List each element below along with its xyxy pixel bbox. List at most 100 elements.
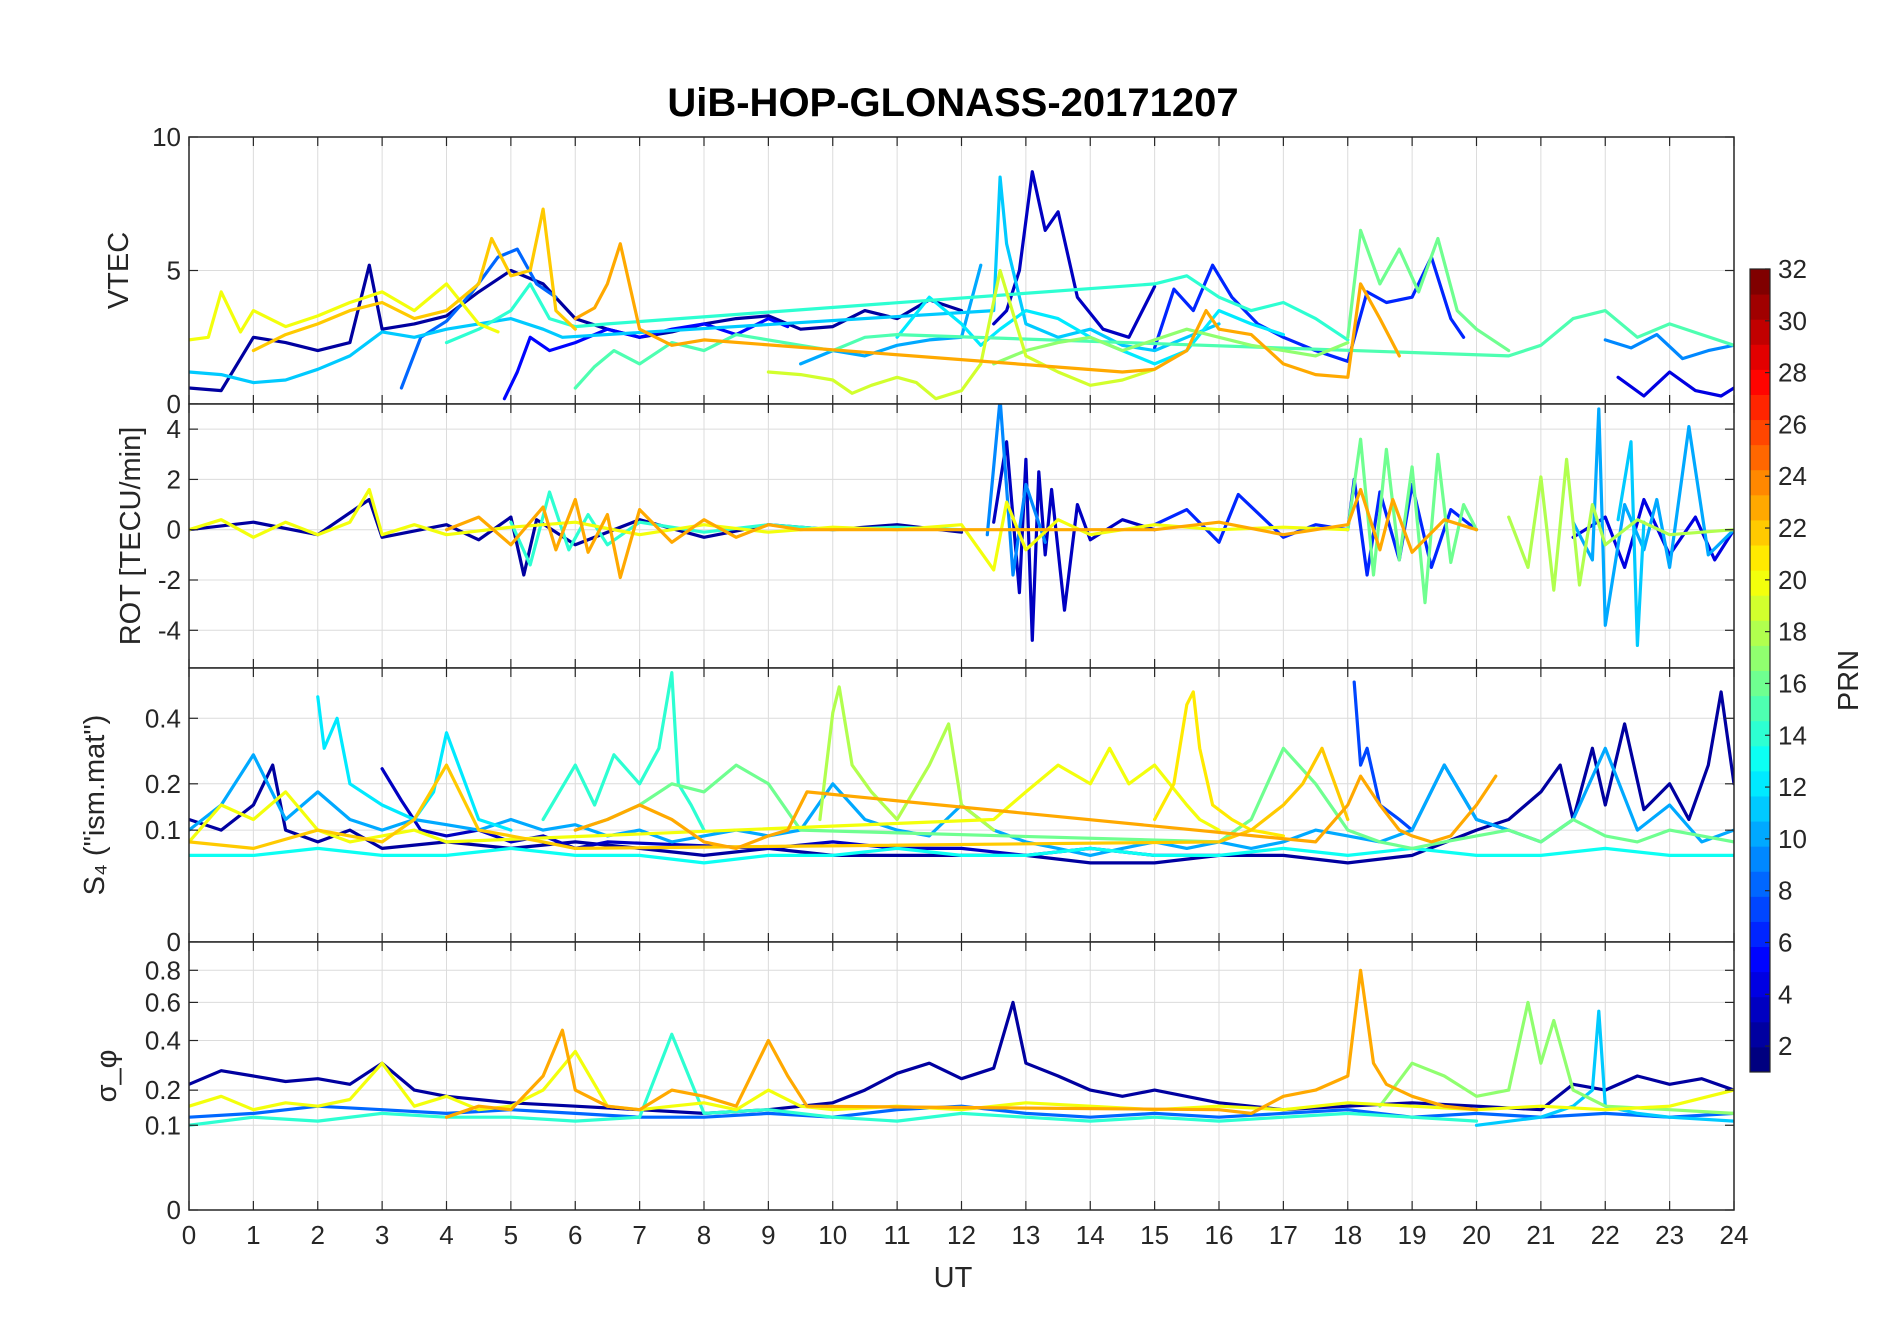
x-tick-label: 21 xyxy=(1526,1220,1555,1250)
colorbar-segment xyxy=(1750,670,1770,697)
series-prn-20 xyxy=(189,282,500,342)
y-tick-label: 0.4 xyxy=(145,1026,181,1056)
series-group xyxy=(189,170,1734,401)
series-prn-20 xyxy=(189,746,1221,844)
colorbar-segment xyxy=(1750,896,1770,922)
x-tick-label: 16 xyxy=(1205,1220,1234,1250)
colorbar-segment xyxy=(1750,344,1770,370)
colorbar-segment xyxy=(1750,720,1770,747)
x-tick-label: 11 xyxy=(884,1220,911,1250)
series-prn-11 xyxy=(1474,1009,1734,1127)
colorbar-segment xyxy=(1750,620,1770,646)
y-tick-label: 0.6 xyxy=(145,987,181,1017)
colorbar-segment xyxy=(1750,595,1770,621)
y-tick-label: 0 xyxy=(167,1195,181,1225)
series-prn-9 xyxy=(985,404,1047,577)
colorbar-segment xyxy=(1750,821,1770,847)
colorbar-segment xyxy=(1750,394,1770,421)
y-tick-label: 0 xyxy=(167,515,181,545)
colorbar-segment xyxy=(1750,570,1770,596)
colorbar-segment xyxy=(1750,795,1770,822)
colorbar-tick-label: 24 xyxy=(1778,461,1807,491)
y-tick-label: 0.1 xyxy=(145,815,181,845)
x-tick-label: 24 xyxy=(1720,1220,1749,1250)
colorbar-tick-label: 12 xyxy=(1778,772,1807,802)
series-prn-3 xyxy=(992,170,1157,339)
series-prn-17 xyxy=(992,327,1350,366)
series-prn-3 xyxy=(992,440,1157,642)
y-tick-label: 0.2 xyxy=(145,1075,181,1105)
series-group xyxy=(189,968,1734,1127)
x-tick-label: 1 xyxy=(246,1220,260,1250)
x-tick-label: 22 xyxy=(1591,1220,1620,1250)
series-prn-4 xyxy=(1616,370,1734,398)
series-prn-15 xyxy=(573,309,1734,390)
y-axis-label: VTEC xyxy=(103,232,135,309)
x-tick-label: 10 xyxy=(818,1220,847,1250)
x-tick-label: 5 xyxy=(504,1220,518,1250)
y-tick-label: 2 xyxy=(167,464,181,494)
colorbar-segment xyxy=(1750,545,1770,571)
series-group xyxy=(189,404,1734,648)
series-prn-13 xyxy=(189,846,1734,865)
colorbar-segment xyxy=(1750,645,1770,671)
series-prn-20 xyxy=(189,1049,1734,1112)
x-tick-label: 4 xyxy=(439,1220,453,1250)
series-prn-18 xyxy=(818,685,996,832)
series-prn-17 xyxy=(1378,1000,1734,1116)
series-prn-2 xyxy=(189,263,964,393)
x-tick-label: 14 xyxy=(1076,1220,1105,1250)
series-group xyxy=(189,670,1734,865)
x-tick-label: 12 xyxy=(947,1220,976,1250)
series-prn-9 xyxy=(1603,333,1734,361)
x-tick-label: 17 xyxy=(1269,1220,1298,1250)
series-prn-23 xyxy=(573,774,1498,851)
colorbar-segment xyxy=(1750,695,1770,722)
y-axis-label: ROT [TECU/min] xyxy=(115,427,147,646)
colorbar-tick-label: 20 xyxy=(1778,565,1807,595)
series-prn-2 xyxy=(189,690,1734,865)
chart-title: UiB-HOP-GLONASS-20171207 xyxy=(667,81,1238,125)
colorbar-tick-label: 28 xyxy=(1778,358,1807,388)
x-tick-label: 9 xyxy=(761,1220,775,1250)
x-tick-label: 7 xyxy=(632,1220,646,1250)
series-prn-22 xyxy=(189,746,1350,851)
series-prn-23 xyxy=(573,242,1401,379)
colorbar-tick-label: 30 xyxy=(1778,306,1807,336)
colorbar-segment xyxy=(1750,745,1770,772)
colorbar-segment xyxy=(1750,469,1770,496)
series-prn-11 xyxy=(189,175,1221,385)
panel-1: 0 5 10 VTEC xyxy=(103,122,1735,419)
colorbar-segment xyxy=(1750,294,1770,320)
series-prn-19 xyxy=(766,268,1157,401)
x-tick-label: 13 xyxy=(1011,1220,1040,1250)
colorbar-tick-label: 4 xyxy=(1778,979,1792,1009)
colorbar-tick-label: 8 xyxy=(1778,876,1792,906)
series-prn-16 xyxy=(573,746,1734,851)
colorbar-segment xyxy=(1750,444,1770,471)
colorbar-segment xyxy=(1750,871,1770,897)
colorbar-segment xyxy=(1750,1046,1770,1073)
x-tick-label: 0 xyxy=(182,1220,196,1250)
series-prn-14 xyxy=(541,670,706,832)
series-prn-16 xyxy=(1346,228,1511,353)
colorbar-segment xyxy=(1750,770,1770,797)
series-prn-12 xyxy=(895,295,1286,366)
series-prn-21 xyxy=(1152,690,1286,838)
colorbar-segment xyxy=(1750,419,1770,446)
y-tick-label: -2 xyxy=(158,565,181,595)
colorbar-segment xyxy=(1750,269,1770,295)
y-tick-label: 10 xyxy=(152,122,181,152)
y-tick-label: 4 xyxy=(167,414,181,444)
series-prn-22 xyxy=(251,207,577,353)
series-prn-12 xyxy=(316,695,513,832)
series-prn-14 xyxy=(444,274,1350,345)
x-tick-label: 2 xyxy=(311,1220,325,1250)
series-prn-16 xyxy=(1346,437,1479,605)
series-prn-11 xyxy=(1616,440,1646,648)
colorbar-tick-label: 22 xyxy=(1778,513,1807,543)
colorbar-tick-label: 2 xyxy=(1778,1031,1792,1061)
